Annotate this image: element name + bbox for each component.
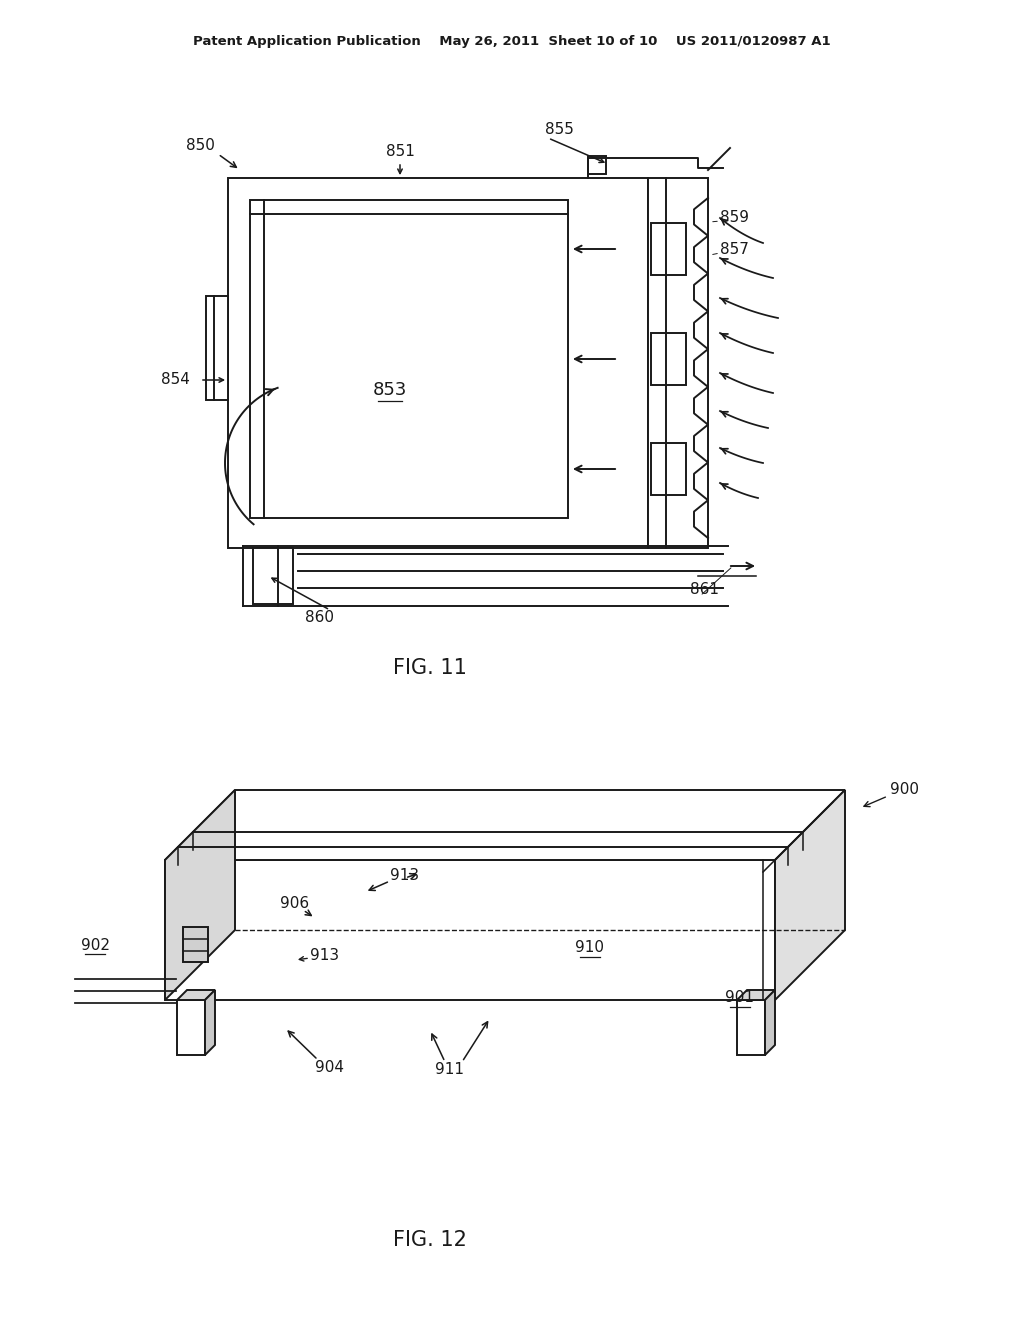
Text: 911: 911	[435, 1063, 465, 1077]
Text: 900: 900	[890, 783, 919, 797]
Text: 853: 853	[373, 381, 408, 399]
Text: 910: 910	[575, 940, 604, 956]
Text: 850: 850	[185, 137, 214, 153]
Text: Patent Application Publication    May 26, 2011  Sheet 10 of 10    US 2011/012098: Patent Application Publication May 26, 2…	[194, 36, 830, 49]
Text: 913: 913	[310, 948, 339, 962]
Polygon shape	[775, 789, 845, 1001]
Polygon shape	[177, 990, 215, 1001]
Text: 860: 860	[305, 610, 335, 624]
Polygon shape	[205, 990, 215, 1055]
Text: 855: 855	[545, 123, 573, 137]
Text: 851: 851	[386, 144, 415, 160]
Bar	[651, 333, 686, 385]
Polygon shape	[737, 990, 775, 1001]
Text: FIG. 11: FIG. 11	[393, 657, 467, 678]
Bar	[651, 223, 686, 275]
Text: 913: 913	[390, 867, 419, 883]
Text: 906: 906	[281, 895, 309, 911]
Text: 859: 859	[720, 210, 749, 226]
Text: 854: 854	[161, 372, 190, 388]
Bar	[206, 297, 228, 400]
Text: 861: 861	[690, 582, 719, 598]
Polygon shape	[165, 861, 775, 1001]
Text: FIG. 12: FIG. 12	[393, 1230, 467, 1250]
Bar	[588, 156, 606, 174]
Bar	[651, 444, 686, 495]
Polygon shape	[177, 1001, 205, 1055]
Text: 904: 904	[315, 1060, 344, 1076]
Text: 857: 857	[720, 243, 749, 257]
Text: 902: 902	[81, 937, 110, 953]
Polygon shape	[765, 990, 775, 1055]
Polygon shape	[737, 1001, 765, 1055]
Polygon shape	[182, 927, 208, 961]
Bar	[648, 178, 708, 548]
Bar	[250, 201, 568, 517]
Bar	[228, 178, 648, 548]
Text: 901: 901	[725, 990, 755, 1006]
Polygon shape	[165, 789, 234, 1001]
Polygon shape	[165, 789, 845, 861]
Bar	[253, 548, 293, 605]
